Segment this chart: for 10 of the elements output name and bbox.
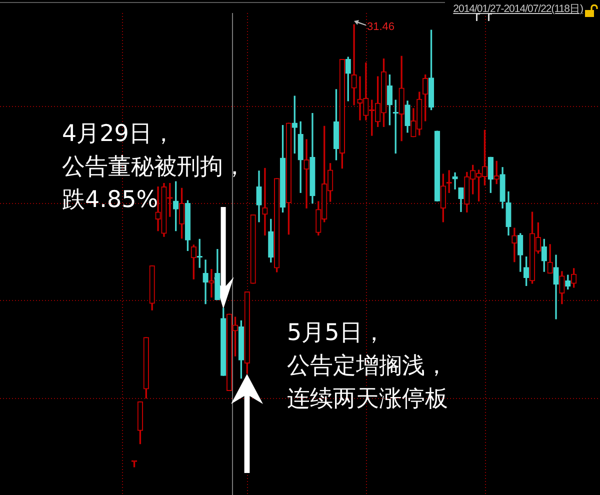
candlestick <box>208 268 214 298</box>
candlestick <box>262 168 268 236</box>
annotation: 31.46 <box>367 21 395 33</box>
annotation: 4月29日，公告董秘被刑拘，跌4.85% <box>62 120 246 215</box>
text: 2014/01/27-2014/07/22(118日) <box>453 3 583 16</box>
annotation: 5月5日，公告定增搁浅，连续两天涨停板 <box>287 319 448 414</box>
candlestick <box>304 139 310 208</box>
candlestick <box>351 24 357 106</box>
candlestick <box>202 260 208 304</box>
candlestick <box>512 228 518 262</box>
